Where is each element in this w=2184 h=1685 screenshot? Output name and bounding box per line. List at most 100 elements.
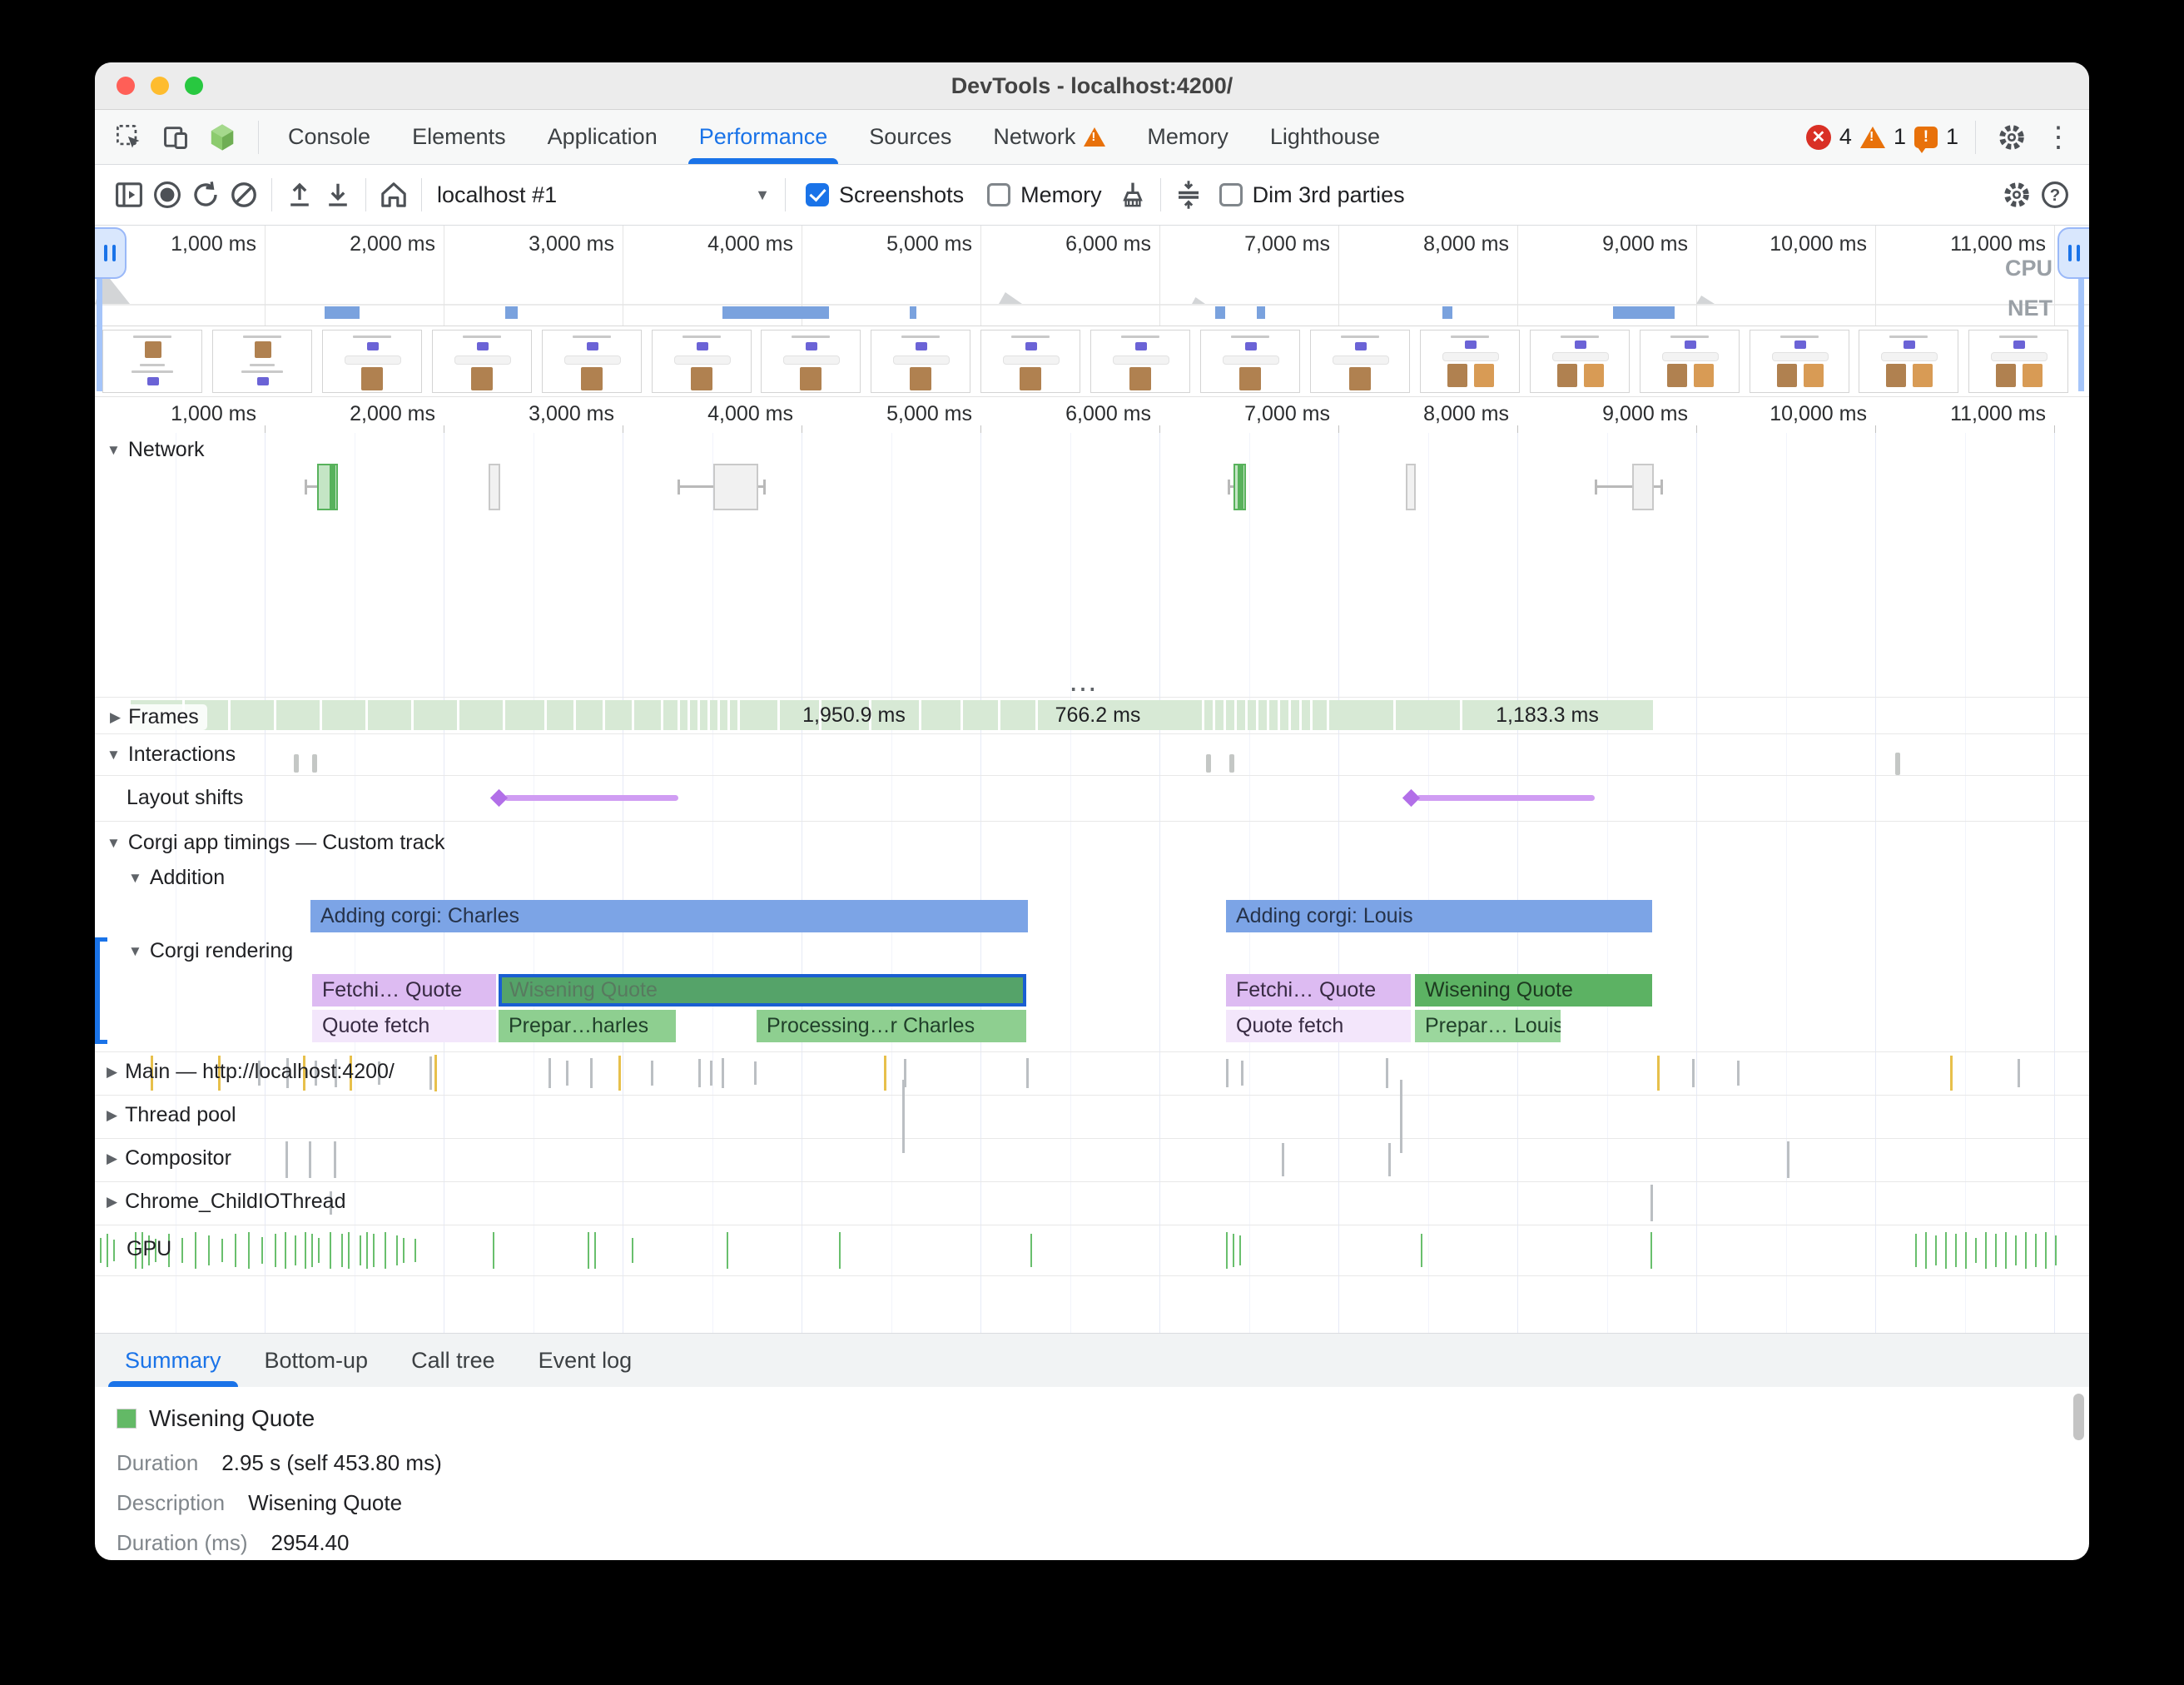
expander-open-icon[interactable]: ▼ <box>128 942 142 959</box>
record-and-reload-icon[interactable] <box>186 176 225 214</box>
timing-bar[interactable]: Wisening Quote <box>1415 974 1652 1007</box>
warning-badge-icon[interactable] <box>1859 126 1885 148</box>
timing-bar[interactable]: Processing…r Charles <box>757 1010 1026 1042</box>
save-profile-icon[interactable] <box>319 176 357 214</box>
expander-closed-icon[interactable]: ▶ <box>107 1150 118 1166</box>
clear-icon[interactable] <box>225 176 263 214</box>
node-extension-icon[interactable] <box>203 118 241 157</box>
zoom-window-button[interactable] <box>185 77 203 95</box>
checkbox-memory[interactable]: Memory <box>987 182 1102 208</box>
overview-left-handle[interactable] <box>95 227 127 279</box>
screenshot-thumbnail[interactable] <box>541 330 642 393</box>
layout-shift-diamond[interactable] <box>489 788 509 808</box>
record-icon[interactable] <box>148 176 186 214</box>
device-toolbar-icon[interactable] <box>156 118 195 157</box>
timing-bar[interactable]: Wisening Quote <box>499 974 1026 1007</box>
timing-bar[interactable]: Adding corgi: Charles <box>310 900 1028 932</box>
network-request[interactable] <box>1406 464 1416 510</box>
minimize-window-button[interactable] <box>151 77 169 95</box>
track-layout-shifts[interactable]: Layout shifts <box>127 786 243 810</box>
tab-console[interactable]: Console <box>288 124 371 149</box>
expander-open-icon[interactable]: ▼ <box>107 834 121 851</box>
overview-right-handle[interactable] <box>2057 227 2089 279</box>
load-profile-icon[interactable] <box>280 176 319 214</box>
frames-band[interactable]: 1,950.9 ms 766.2 ms 1,183.3 ms <box>131 700 1653 730</box>
error-badge-icon[interactable]: ✕ <box>1805 124 1831 150</box>
track-chrome_childiothread[interactable]: ▶ Chrome_ChildIOThread <box>107 1190 345 1214</box>
network-request[interactable] <box>1632 464 1654 510</box>
timing-bar[interactable]: Adding corgi: Louis <box>1226 900 1652 932</box>
expander-open-icon[interactable]: ▼ <box>107 746 121 763</box>
network-request[interactable] <box>317 464 338 510</box>
network-request[interactable] <box>489 464 500 510</box>
network-request[interactable] <box>1233 464 1246 510</box>
screenshot-thumbnail[interactable] <box>1968 330 2069 393</box>
section-splitter[interactable]: ⋯ <box>1069 674 1099 705</box>
checkbox-dim-3rd-parties[interactable]: Dim 3rd parties <box>1219 182 1405 208</box>
track-network[interactable]: ▼ Network <box>107 438 205 462</box>
screenshot-thumbnail[interactable] <box>1419 330 1520 393</box>
timing-bar[interactable]: Fetchi… Quote <box>312 974 496 1007</box>
expander-open-icon[interactable]: ▼ <box>128 869 142 886</box>
expander-closed-icon[interactable]: ▶ <box>107 1063 118 1080</box>
capture-settings-gear-icon[interactable] <box>1998 176 2036 214</box>
track-thread[interactable]: ▶ Thread pool <box>107 1103 236 1127</box>
details-tab-event-log[interactable]: Event log <box>538 1347 633 1373</box>
screenshot-thumbnail[interactable] <box>211 330 312 393</box>
timing-bar[interactable]: Prepar…harles <box>499 1010 676 1042</box>
expander-closed-icon[interactable]: ▶ <box>110 708 122 725</box>
details-tab-call-tree[interactable]: Call tree <box>411 1347 495 1373</box>
screenshot-thumbnail[interactable] <box>761 330 861 393</box>
screenshot-thumbnail[interactable] <box>871 330 971 393</box>
more-options-icon[interactable]: ⋮ <box>2044 121 2072 153</box>
tab-memory[interactable]: Memory <box>1147 124 1228 149</box>
screenshot-thumbnail[interactable] <box>431 330 532 393</box>
tab-sources[interactable]: Sources <box>869 124 952 149</box>
close-window-button[interactable] <box>117 77 135 95</box>
screenshot-thumbnail[interactable] <box>1859 330 1959 393</box>
help-icon[interactable]: ? <box>2036 176 2074 214</box>
expander-closed-icon[interactable]: ▶ <box>107 1106 118 1123</box>
settings-gear-icon[interactable] <box>1993 118 2031 157</box>
layout-shift-line[interactable] <box>504 795 678 801</box>
track-addition[interactable]: ▼ Addition <box>128 866 225 890</box>
tab-network[interactable]: Network <box>972 110 1126 164</box>
track-gpu[interactable]: GPU <box>127 1237 171 1261</box>
tab-performance[interactable]: Performance <box>678 110 849 164</box>
timing-bar[interactable]: Prepar… Louis <box>1415 1010 1561 1042</box>
details-tab-bottom-up[interactable]: Bottom-up <box>264 1347 369 1373</box>
layout-shift-line[interactable] <box>1417 795 1595 801</box>
track-corgi-custom[interactable]: ▼ Corgi app timings — Custom track <box>107 831 445 855</box>
expander-closed-icon[interactable]: ▶ <box>107 1193 118 1210</box>
flamechart-tracks[interactable]: ▼ Network ⋯ 1,950.9 ms 766.2 ms 1,183.3 ms ▶ Fr… <box>95 433 2089 1333</box>
history-select[interactable]: localhost #1 ▼ <box>437 182 770 208</box>
details-tab-summary[interactable]: Summary <box>103 1334 243 1387</box>
toggle-sidebar-icon[interactable] <box>110 176 148 214</box>
tab-elements[interactable]: Elements <box>412 124 506 149</box>
screenshot-thumbnail[interactable] <box>102 330 202 393</box>
checkbox-screenshots[interactable]: Screenshots <box>806 182 964 208</box>
summary-scrollbar[interactable] <box>2073 1394 2084 1440</box>
timing-bar[interactable]: Fetchi… Quote <box>1226 974 1411 1007</box>
timeline-overview[interactable]: CPU NET 1,000 ms 2,000 ms 3,000 ms 4,000 ms… <box>95 226 2089 326</box>
timing-bar[interactable]: Quote fetch <box>312 1010 496 1042</box>
screenshot-thumbnail[interactable] <box>1749 330 1849 393</box>
track-frames[interactable]: ▶ Frames <box>107 704 207 730</box>
screenshot-thumbnail[interactable] <box>1090 330 1191 393</box>
timing-bar[interactable]: Quote fetch <box>1226 1010 1411 1042</box>
screenshot-thumbnail[interactable] <box>651 330 752 393</box>
screenshot-thumbnail[interactable] <box>1200 330 1300 393</box>
layout-shift-diamond[interactable] <box>1402 788 1421 808</box>
collapse-sanity-icon[interactable] <box>1169 176 1208 214</box>
network-request[interactable] <box>713 464 758 510</box>
track-interactions[interactable]: ▼ Interactions <box>107 743 236 767</box>
expander-open-icon[interactable]: ▼ <box>107 441 121 458</box>
track-main[interactable]: ▶ Main — http://localhost:4200/ <box>107 1060 395 1084</box>
home-icon[interactable] <box>375 176 413 214</box>
track-compositor[interactable]: ▶ Compositor <box>107 1146 231 1171</box>
screenshot-thumbnail[interactable] <box>1529 330 1630 393</box>
issues-badge-icon[interactable]: ! <box>1913 126 1938 153</box>
screenshot-thumbnail[interactable] <box>1639 330 1740 393</box>
screenshot-thumbnail[interactable] <box>1309 330 1410 393</box>
inspect-icon[interactable] <box>110 118 148 157</box>
